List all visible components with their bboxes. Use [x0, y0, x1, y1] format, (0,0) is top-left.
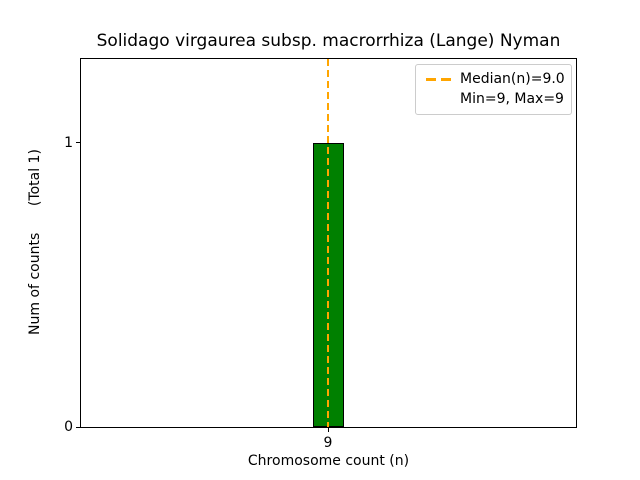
- ytick-mark-0: [76, 427, 80, 428]
- plot-area: [80, 58, 577, 428]
- legend-median-label: Median(n)=9.0: [460, 71, 565, 87]
- legend-minmax-label: Min=9, Max=9: [460, 91, 564, 107]
- chart-title: Solidago virgaurea subsp. macrorrhiza (L…: [96, 31, 561, 51]
- dashed-line-swatch-icon: [426, 78, 451, 81]
- ytick-label-0: 0: [64, 419, 73, 435]
- ytick-mark-1: [76, 142, 80, 143]
- legend-row-median: Median(n)=9.0: [426, 71, 565, 88]
- ytick-label-1: 1: [64, 135, 73, 151]
- median-dashed-line: [327, 59, 329, 427]
- xtick-label-9: 9: [323, 435, 333, 451]
- legend-row-minmax: Min=9, Max=9: [426, 91, 564, 108]
- legend-empty-swatch: [426, 98, 451, 101]
- xtick-mark-9: [328, 428, 329, 432]
- x-axis-label: Chromosome count (n): [247, 453, 410, 469]
- y-axis-label: Num of counts (Total 1): [27, 149, 43, 335]
- legend: Median(n)=9.0 Min=9, Max=9: [415, 64, 572, 115]
